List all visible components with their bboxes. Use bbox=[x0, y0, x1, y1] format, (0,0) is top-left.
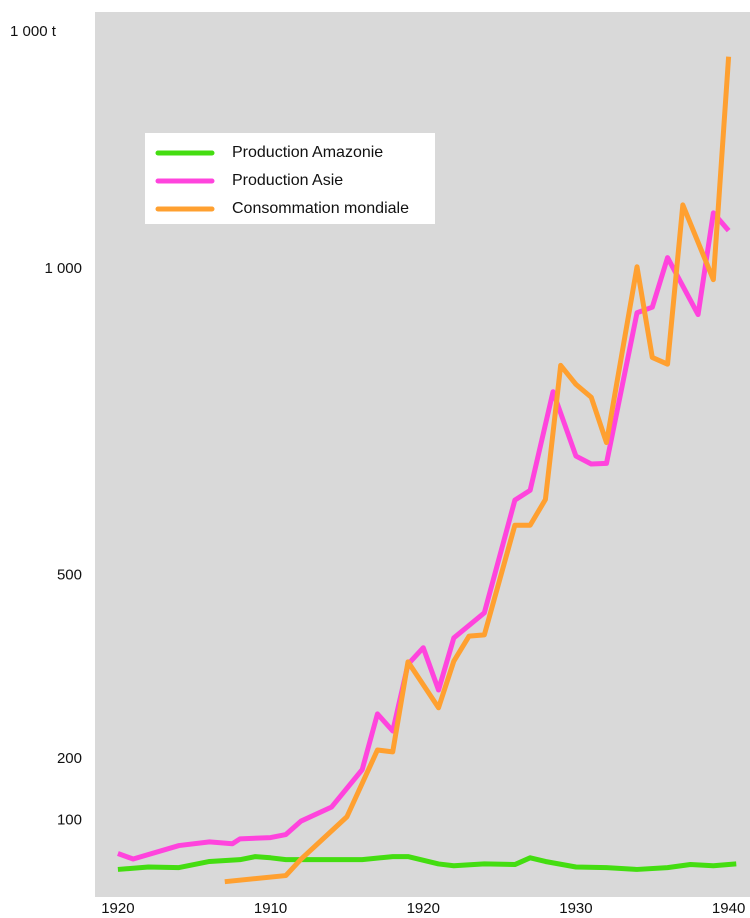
series-line bbox=[117, 854, 737, 872]
y-tick-label: 100 bbox=[57, 811, 82, 828]
series-line bbox=[224, 56, 732, 885]
y-axis-label: 1 000 t bbox=[10, 23, 57, 40]
x-tick-label: 1920 bbox=[101, 900, 134, 917]
legend-label: Production Amazonie bbox=[232, 144, 383, 161]
x-tick-label: 1910 bbox=[254, 900, 287, 917]
series-line bbox=[117, 210, 731, 862]
y-tick-label: 1 000 bbox=[44, 260, 82, 277]
legend-label: Consommation mondiale bbox=[232, 200, 409, 217]
x-tick-label: 1930 bbox=[559, 900, 592, 917]
x-tick-label: 1940 bbox=[712, 900, 745, 917]
legend-label: Production Asie bbox=[232, 172, 343, 189]
x-tick-label: 1920 bbox=[407, 900, 440, 917]
y-tick-label: 200 bbox=[57, 750, 82, 767]
y-tick-label: 500 bbox=[57, 566, 82, 583]
legend: Production Amazonie Production Asie Consom… bbox=[145, 133, 435, 224]
